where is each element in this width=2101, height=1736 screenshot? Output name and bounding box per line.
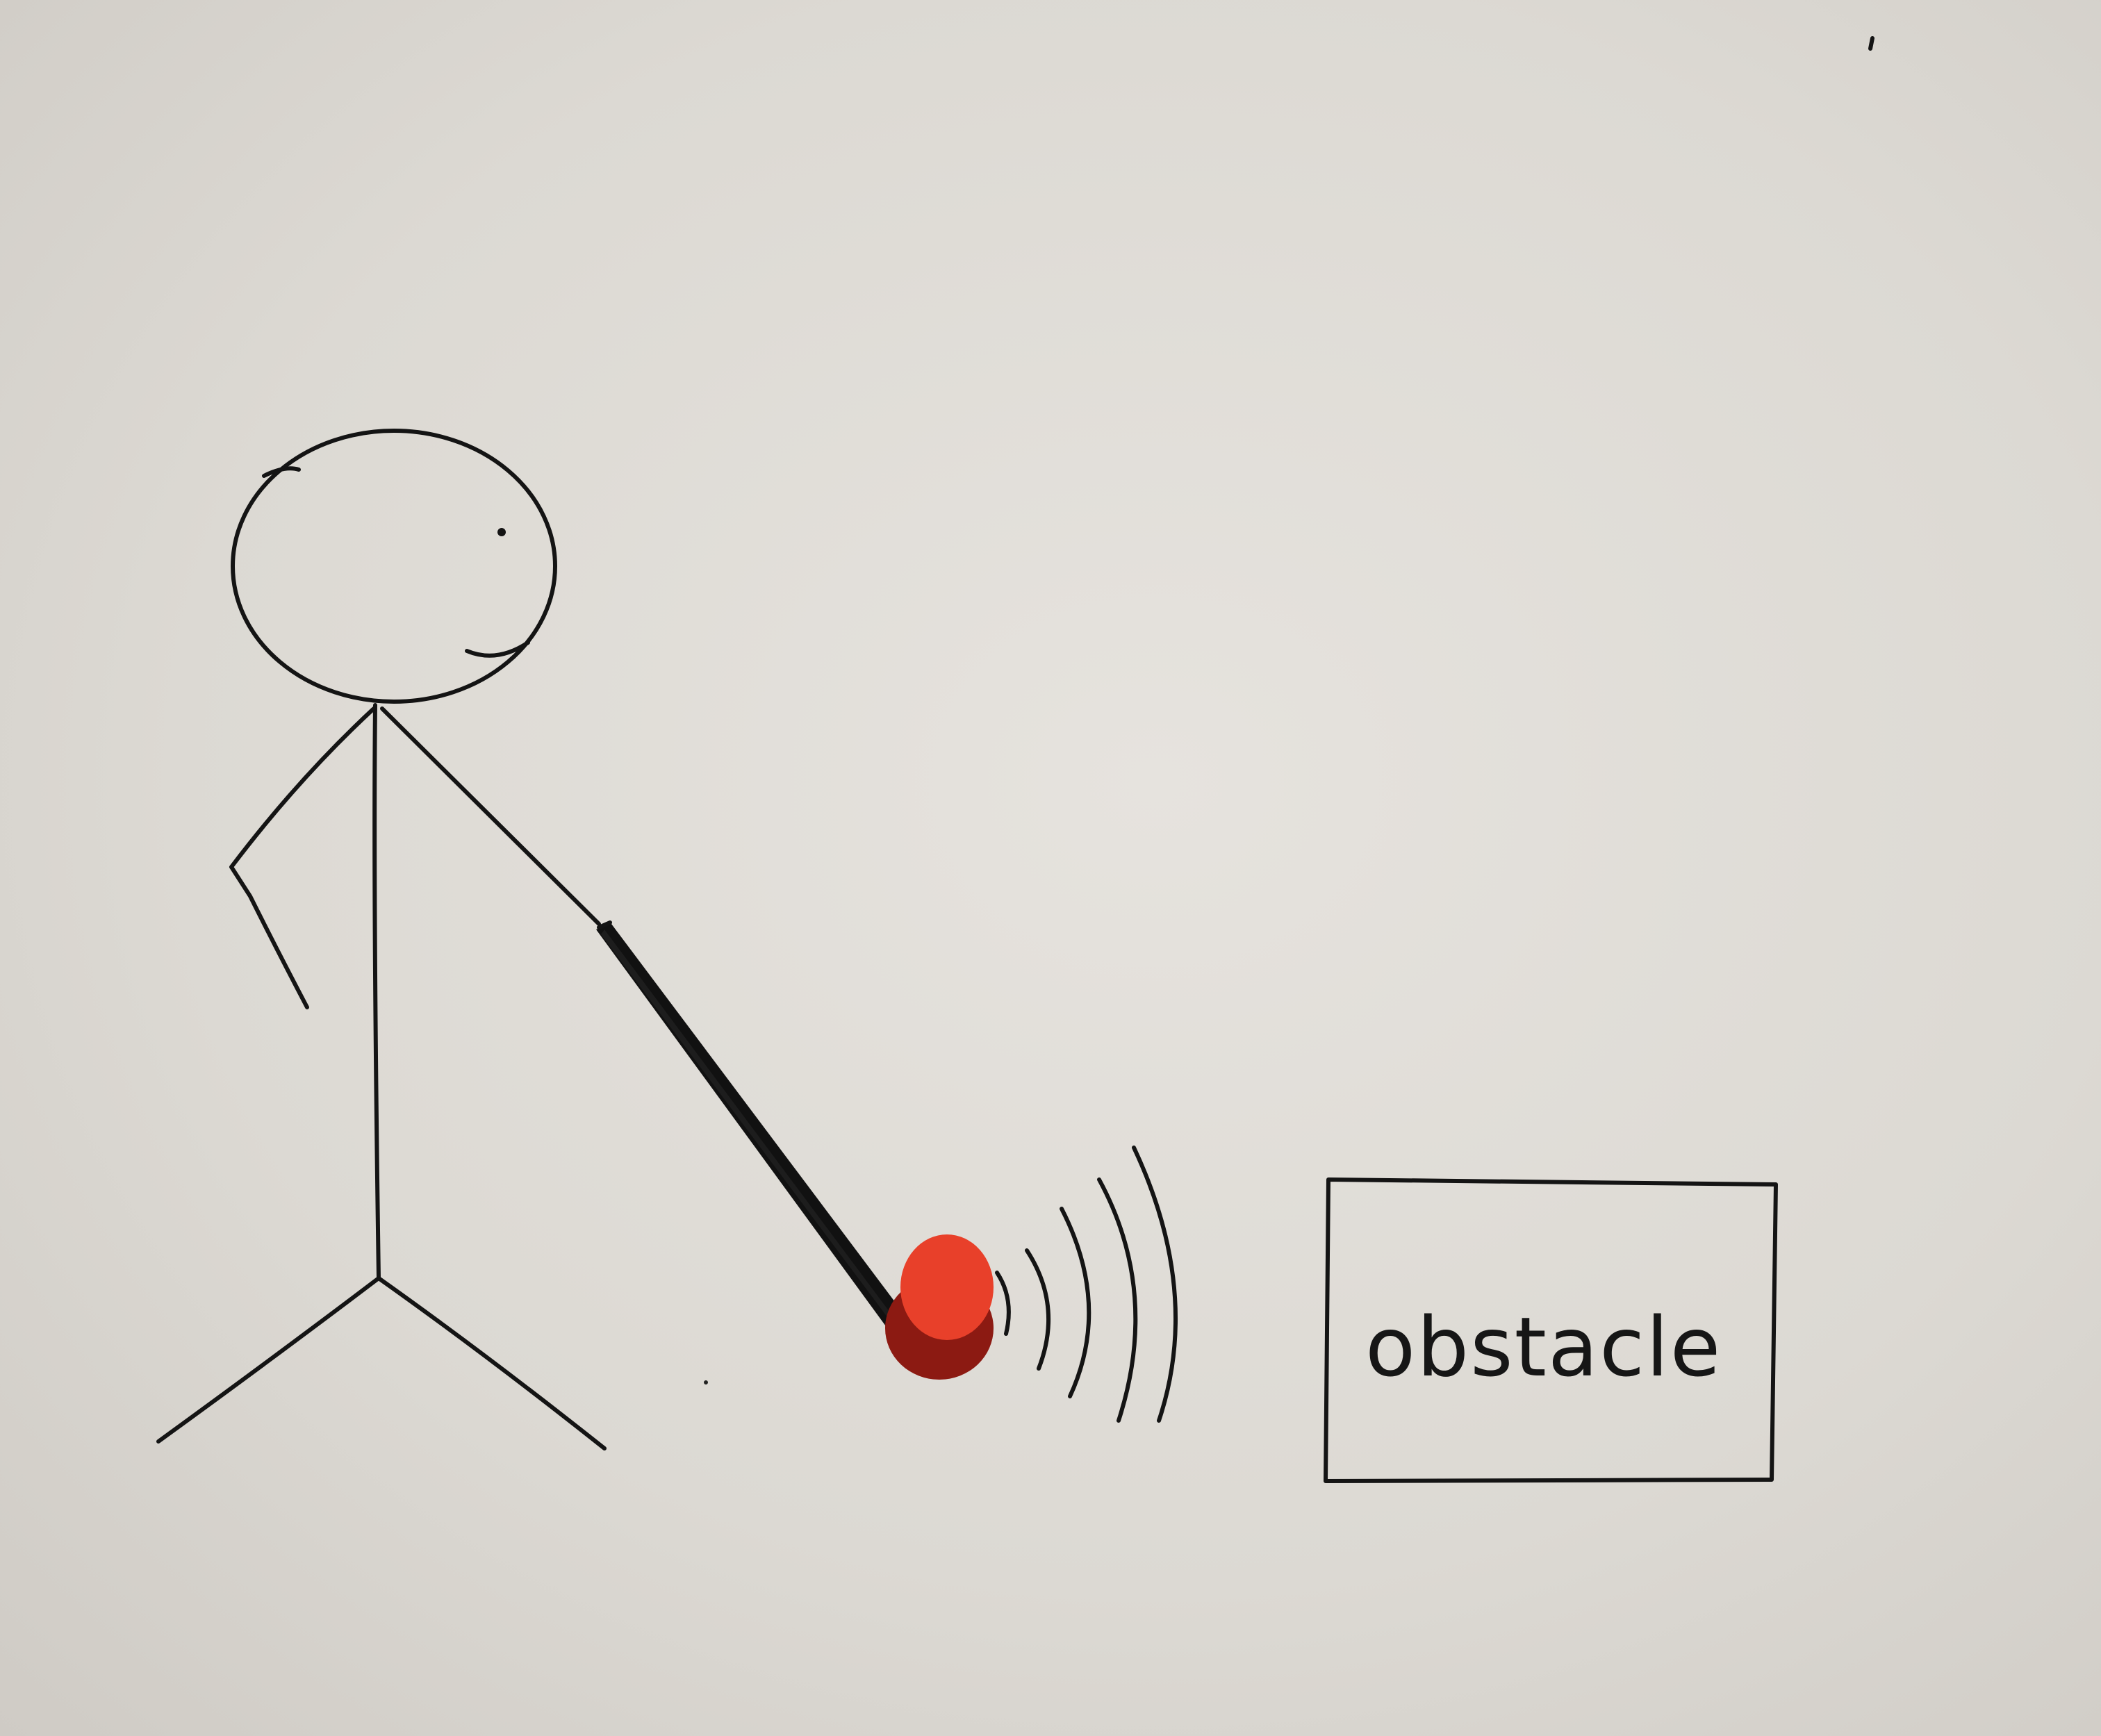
stray-mark: [1868, 36, 1875, 51]
body: [372, 703, 381, 1280]
sensor-dot-icon: [900, 1234, 994, 1340]
wave-icon-3: [1060, 1207, 1091, 1398]
hair-mark: [262, 466, 301, 478]
stray-dot: [704, 1380, 708, 1384]
cane-handle-cap: [597, 920, 612, 929]
cane-sensor: [885, 1234, 994, 1380]
wave-icon-2: [1025, 1248, 1051, 1371]
right-arm: [380, 706, 601, 926]
eye: [497, 528, 506, 536]
right-leg: [377, 1276, 607, 1450]
head: [231, 429, 557, 704]
stick-figure: [156, 429, 607, 1450]
obstacle-label: obstacle: [1365, 1299, 1722, 1395]
wave-icon-5: [1132, 1146, 1178, 1423]
cane-shaft-shade: [601, 929, 924, 1362]
left-arm: [229, 706, 376, 1009]
left-leg: [156, 1276, 381, 1444]
signal-waves: [995, 1146, 1178, 1423]
smile: [465, 640, 530, 658]
wave-icon-1: [995, 1271, 1011, 1336]
white-cane: [596, 920, 934, 1367]
obstacle-box: [1324, 1177, 1778, 1483]
wave-icon-4: [1097, 1177, 1138, 1423]
